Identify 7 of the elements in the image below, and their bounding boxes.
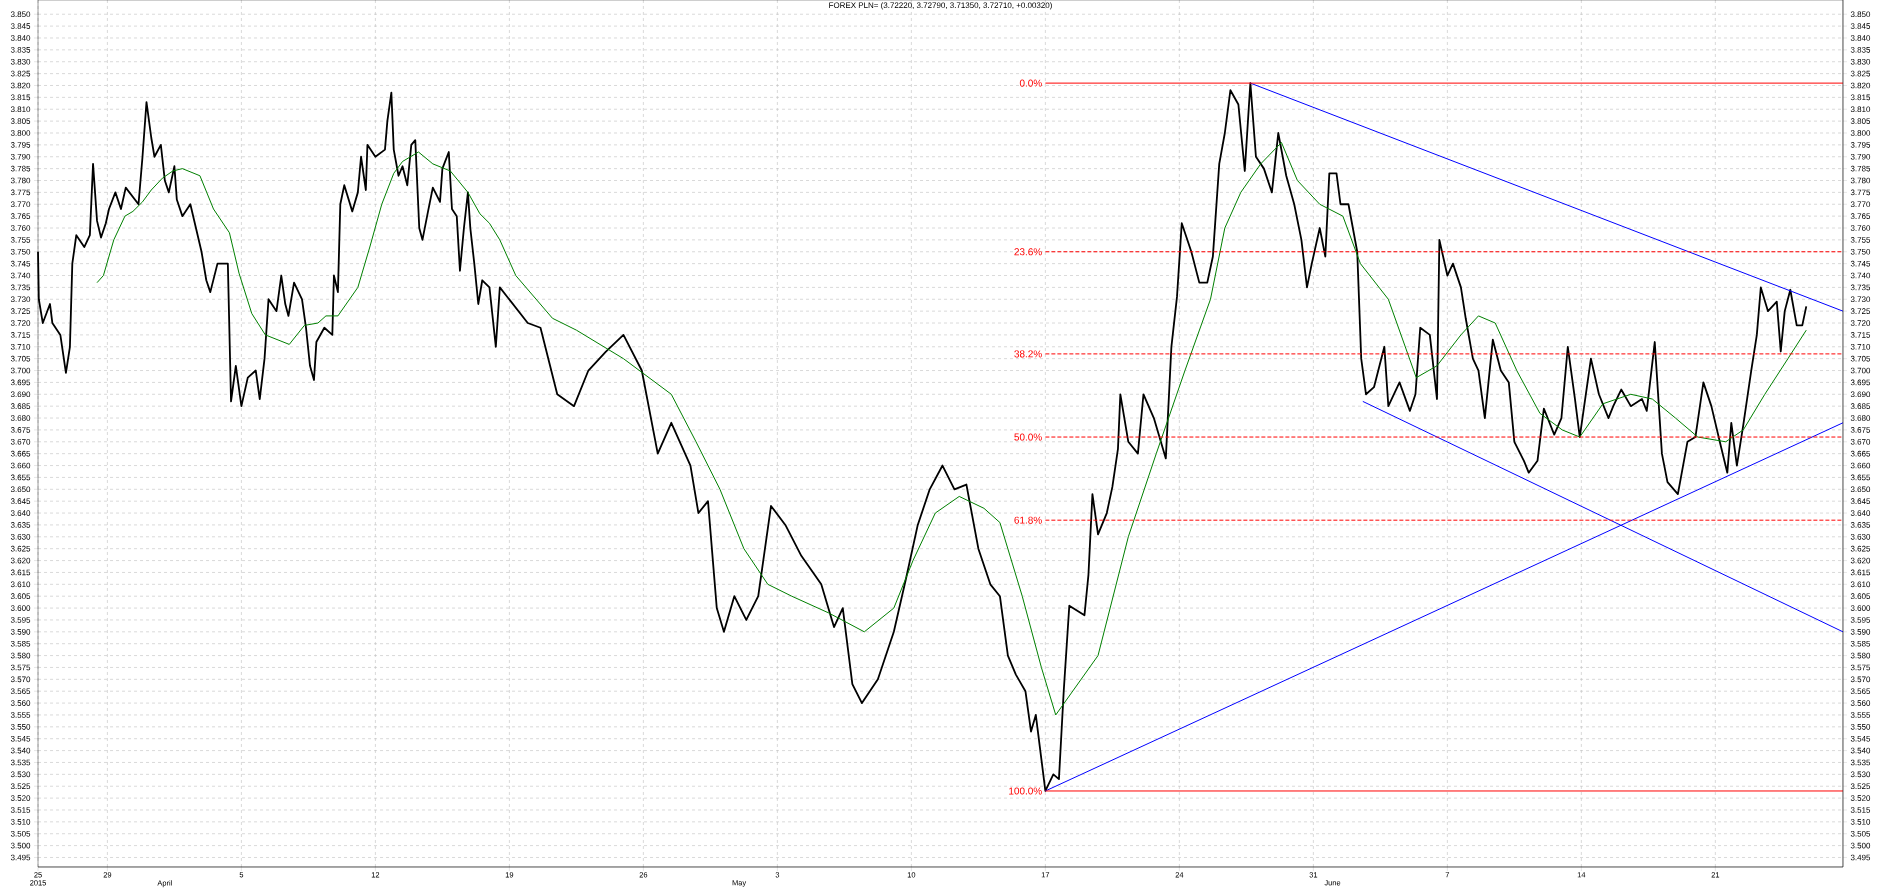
series-label: 100.0% <box>1009 787 1042 795</box>
series-label: 61.8% <box>1014 516 1042 524</box>
series-label: 0.0% <box>1019 79 1042 87</box>
series-label: 38.2% <box>1014 350 1042 358</box>
series-label: 23.6% <box>1014 248 1042 256</box>
series-label: 50.0% <box>1014 433 1042 441</box>
line-series <box>96 142 1807 716</box>
